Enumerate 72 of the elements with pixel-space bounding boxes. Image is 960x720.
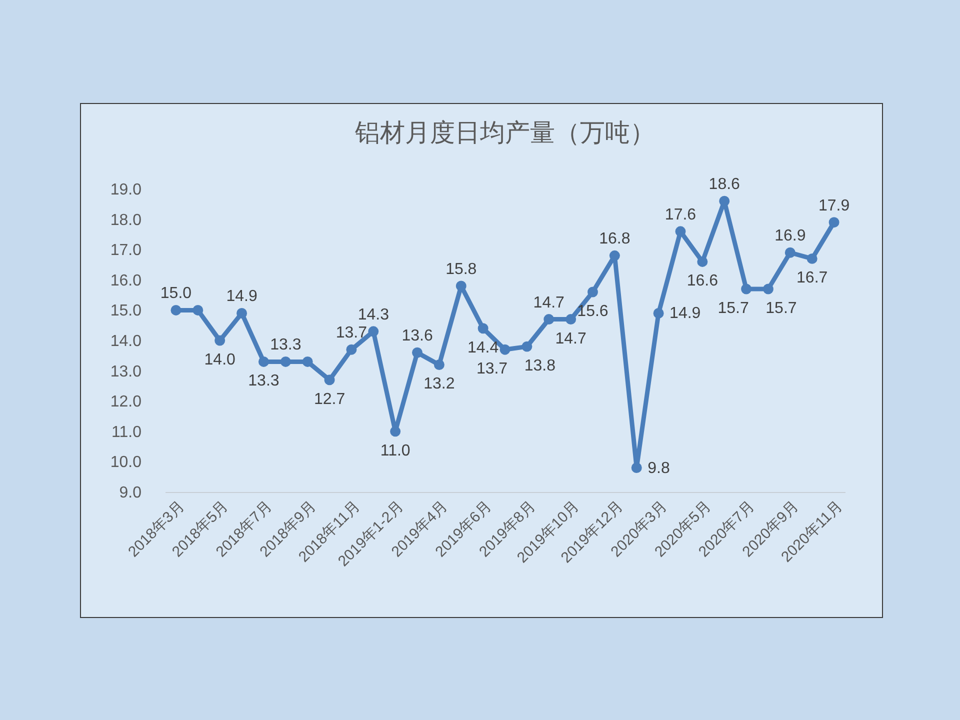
data-label: 14.3 xyxy=(358,306,390,324)
point xyxy=(456,280,466,292)
data-label: 9.8 xyxy=(648,460,670,477)
point xyxy=(434,360,444,370)
point xyxy=(170,304,182,316)
point xyxy=(324,374,335,386)
data-label: 16.9 xyxy=(774,228,806,245)
y-tick-label: 18.0 xyxy=(110,212,142,229)
data-label: 15.7 xyxy=(766,300,797,317)
point xyxy=(236,308,248,318)
data-label: 18.6 xyxy=(708,176,740,194)
y-tick-label: 12.0 xyxy=(110,394,142,411)
chart-title: 铝材月度日均产量（万吨） xyxy=(354,119,655,148)
data-label: 13.8 xyxy=(524,358,556,375)
point xyxy=(566,314,576,325)
point xyxy=(302,356,313,367)
data-label: 13.6 xyxy=(402,328,433,345)
point xyxy=(258,356,269,367)
point xyxy=(631,462,642,473)
y-tick-label: 15.0 xyxy=(110,302,142,320)
point xyxy=(478,323,488,334)
y-tick-label: 17.0 xyxy=(110,242,142,260)
data-label: 14.4 xyxy=(467,339,499,356)
data-label: 12.7 xyxy=(314,390,346,408)
point xyxy=(762,284,774,294)
data-label: 14.9 xyxy=(226,288,258,306)
data-label: 15.8 xyxy=(446,260,477,278)
point xyxy=(719,196,730,206)
data-label: 17.9 xyxy=(818,197,850,214)
point xyxy=(828,217,840,228)
data-label: 15.7 xyxy=(718,300,749,317)
y-tick-label: 10.0 xyxy=(110,454,142,472)
point xyxy=(653,308,664,318)
data-label: 14.0 xyxy=(204,352,236,368)
point xyxy=(697,256,708,267)
point xyxy=(806,253,818,264)
data-label: 13.3 xyxy=(248,372,280,390)
point xyxy=(784,247,796,258)
point xyxy=(522,341,532,352)
data-label: 15.0 xyxy=(160,285,192,302)
y-tick-label: 9.0 xyxy=(119,484,142,502)
data-label: 14.9 xyxy=(670,305,701,322)
data-label: 13.2 xyxy=(424,376,455,393)
point xyxy=(609,250,620,261)
data-label: 11.0 xyxy=(380,442,410,460)
point xyxy=(588,286,598,298)
point xyxy=(500,344,510,355)
point xyxy=(214,335,226,346)
point xyxy=(390,426,401,437)
point xyxy=(346,344,357,355)
data-label: 16.7 xyxy=(796,270,828,287)
point xyxy=(741,284,752,294)
data-label: 16.8 xyxy=(599,230,630,248)
point xyxy=(192,304,204,316)
y-tick-label: 11.0 xyxy=(112,424,142,441)
data-label: 14.7 xyxy=(533,294,565,312)
y-tick-label: 13.0 xyxy=(110,363,142,380)
data-label: 16.6 xyxy=(686,272,718,290)
data-label: 13.7 xyxy=(476,360,508,378)
data-label: 15.6 xyxy=(577,303,608,320)
point xyxy=(280,356,291,367)
y-tick-label: 14.0 xyxy=(110,333,142,350)
point xyxy=(368,326,379,337)
data-label: 14.7 xyxy=(555,330,586,348)
point xyxy=(412,347,422,358)
point xyxy=(544,314,554,325)
data-label: 13.3 xyxy=(270,336,302,354)
y-tick-label: 16.0 xyxy=(110,272,142,290)
point xyxy=(675,226,686,237)
data-label: 13.7 xyxy=(336,324,368,342)
data-label: 17.6 xyxy=(664,206,696,224)
y-tick-label: 19.0 xyxy=(110,182,142,198)
